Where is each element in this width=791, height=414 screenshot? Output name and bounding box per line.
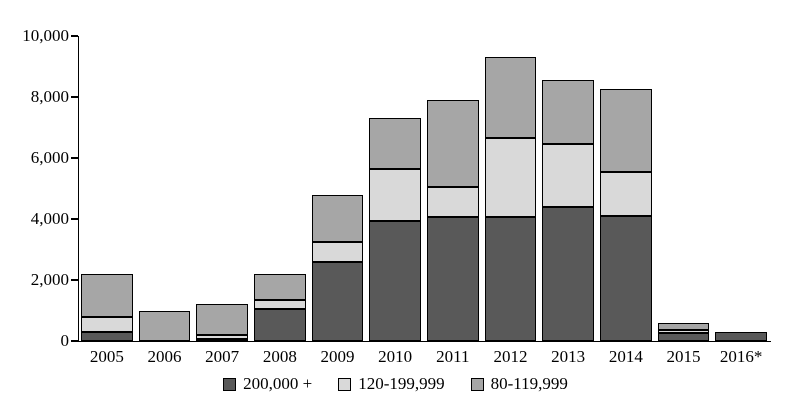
x-tick-label: 2008	[262, 347, 297, 366]
bar-segment	[542, 80, 594, 145]
y-tick-mark	[71, 35, 78, 37]
bar-segment	[657, 333, 710, 341]
plot-area	[78, 36, 771, 342]
bar-segment	[600, 89, 652, 172]
bar-segment	[254, 273, 306, 300]
x-tick-label: 2009	[320, 347, 355, 366]
y-tick-label: 10,000	[22, 26, 69, 45]
legend-label: 120-199,999	[358, 374, 445, 393]
bar-segment	[311, 194, 364, 242]
bar-segment	[369, 118, 421, 169]
y-tick-label: 2,000	[30, 270, 69, 289]
bar-segment	[600, 171, 652, 216]
legend-label: 80-119,999	[490, 374, 568, 393]
y-tick-label: 4,000	[30, 209, 69, 228]
legend-swatch	[338, 377, 352, 391]
bar-segment	[542, 144, 594, 207]
bar-segment	[138, 310, 191, 341]
bar-segment	[196, 304, 248, 335]
x-tick-label: 2007	[205, 347, 240, 366]
bar-segment	[600, 215, 652, 341]
bar-segment	[196, 334, 248, 340]
bar-segment	[484, 57, 537, 139]
x-tick-label: 2014	[608, 347, 643, 366]
bar-segment	[484, 217, 537, 341]
legend-label: 200,000 +	[243, 374, 313, 393]
chart-legend: 200,000 + 120-199,999 80-119,999	[0, 374, 791, 394]
x-tick-label: 2011	[436, 347, 470, 366]
bar-segment	[254, 308, 306, 341]
x-tick-label: 2016*	[719, 347, 763, 366]
bar-segment	[369, 168, 421, 221]
bar-segment	[311, 241, 364, 262]
legend-item: 80-119,999	[470, 374, 568, 394]
legend-swatch	[223, 377, 237, 391]
y-tick-mark	[71, 279, 78, 281]
y-tick-label: 6,000	[30, 148, 69, 167]
legend-swatch	[470, 377, 484, 391]
y-tick-label: 8,000	[30, 87, 69, 106]
bar-segment	[81, 273, 133, 317]
y-tick-mark	[71, 96, 78, 98]
legend-item: 120-199,999	[338, 374, 445, 394]
bar-segment	[311, 261, 364, 341]
bar-segment	[427, 186, 479, 218]
x-tick-label: 2010	[378, 347, 413, 366]
bar-segment	[427, 217, 479, 341]
x-tick-label: 2012	[493, 347, 528, 366]
bar-segment	[657, 330, 710, 334]
bar-segment	[542, 206, 594, 341]
bar-segment	[484, 138, 537, 218]
x-tick-label: 2015	[666, 347, 701, 366]
y-tick-label: 0	[60, 331, 70, 350]
bar-segment	[81, 331, 133, 341]
y-tick-mark	[71, 157, 78, 159]
bar-segment	[196, 339, 248, 342]
bar-segment	[427, 100, 479, 187]
bar-segment	[657, 322, 710, 331]
x-tick-label: 2006	[147, 347, 182, 366]
bar-segment	[254, 299, 306, 309]
bar-segment	[369, 220, 421, 341]
bar-segment	[81, 316, 133, 332]
bar-segment	[715, 331, 767, 341]
x-tick-label: 2013	[551, 347, 586, 366]
y-tick-mark	[71, 218, 78, 220]
x-tick-label: 2005	[89, 347, 124, 366]
y-tick-mark	[71, 340, 78, 342]
legend-item: 200,000 +	[223, 374, 312, 394]
